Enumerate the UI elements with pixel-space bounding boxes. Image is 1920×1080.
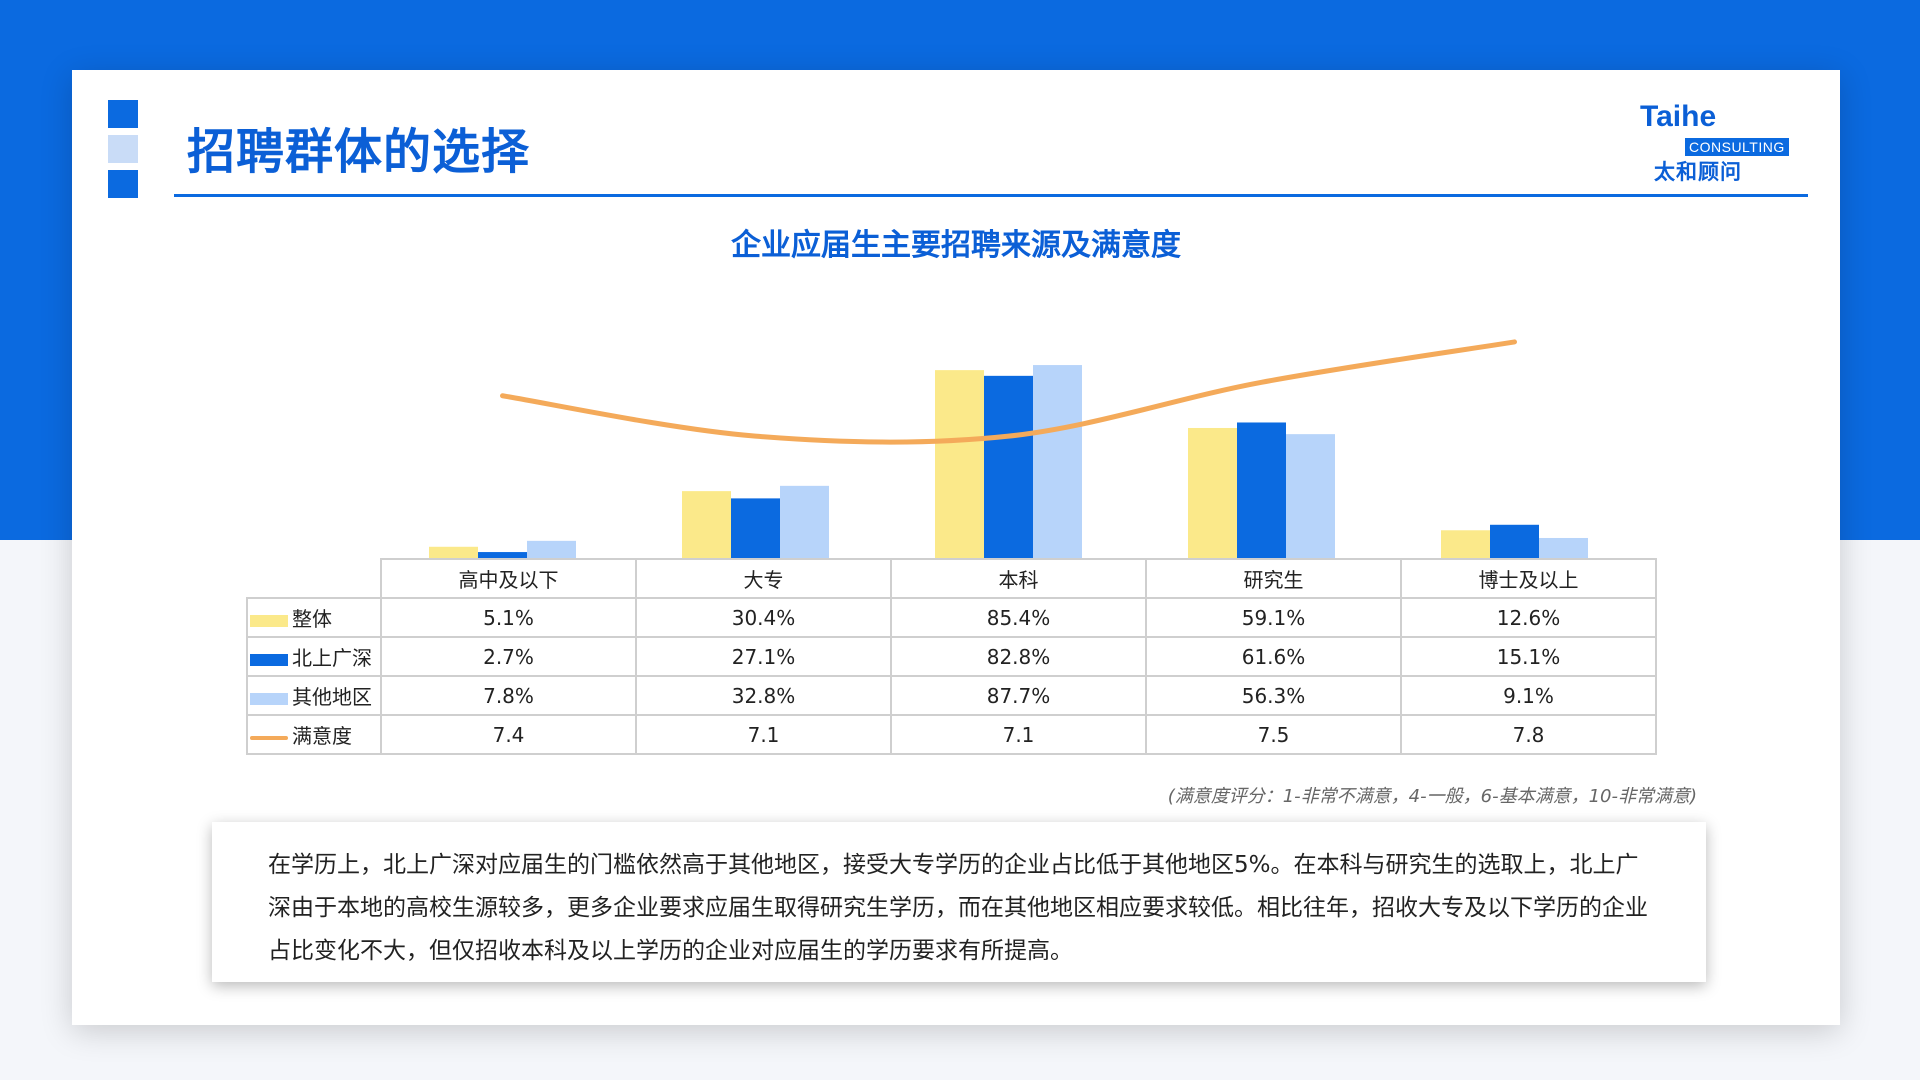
bar-tier1: [478, 552, 527, 558]
data-label: 9.1%: [1400, 675, 1657, 716]
slide: 招聘群体的选择 Taihe CONSULTING 太和顾问 企业应届生主要招聘来…: [72, 70, 1840, 1025]
bar-other: [1539, 537, 1588, 558]
category-label: 研究生: [1145, 558, 1402, 599]
bar-tier1: [1237, 422, 1286, 558]
legend-other: 其他地区: [246, 675, 382, 716]
data-label: 32.8%: [635, 675, 892, 716]
table-row: 其他地区 7.8% 32.8% 87.7% 56.3% 9.1%: [246, 675, 1657, 716]
bar-tier1: [731, 498, 780, 558]
data-label: 56.3%: [1145, 675, 1402, 716]
bar-other: [527, 540, 576, 558]
data-label: 7.4: [380, 714, 637, 755]
data-label: 87.7%: [890, 675, 1147, 716]
chart-area: [429, 339, 1588, 558]
category-label: 大专: [635, 558, 892, 599]
data-label: 15.1%: [1400, 636, 1657, 677]
table-row: 整体 5.1% 30.4% 85.4% 59.1% 12.6%: [246, 597, 1657, 638]
legend-satisfaction: 满意度: [246, 714, 382, 755]
bar-other: [1033, 365, 1082, 558]
data-table: 高中及以下 大专 本科 研究生 博士及以上 整体 5.1% 30.4% 85.4…: [246, 558, 1657, 755]
legend-swatch-other: [250, 692, 288, 705]
data-label: 2.7%: [380, 636, 637, 677]
bar-tier1: [1490, 524, 1539, 558]
bar-other: [780, 485, 829, 558]
series-label: 满意度: [292, 724, 352, 748]
legend-swatch-satisfaction: [250, 735, 288, 740]
table-row: 北上广深 2.7% 27.1% 82.8% 61.6% 15.1%: [246, 636, 1657, 677]
title-divider: [174, 194, 1808, 197]
decor-square: [108, 170, 138, 198]
bar-overall: [935, 370, 984, 558]
summary-text: 在学历上，北上广深对应届生的门槛依然高于其他地区，接受大专学历的企业占比低于其他…: [268, 852, 1648, 964]
table-row: 满意度 7.4 7.1 7.1 7.5 7.8: [246, 714, 1657, 755]
rating-note: (满意度评分：1-非常不满意，4-一般，6-基本满意，10-非常满意): [1167, 786, 1697, 807]
decor-square: [108, 135, 138, 163]
data-label: 59.1%: [1145, 597, 1402, 638]
legend-tier1: 北上广深: [246, 636, 382, 677]
table-corner: [247, 559, 381, 598]
taihe-logo: Taihe CONSULTING 太和顾问: [1640, 100, 1810, 184]
satisfaction-line: [500, 339, 1517, 445]
data-label: 7.5: [1145, 714, 1402, 755]
data-label: 12.6%: [1400, 597, 1657, 638]
bar-other: [1286, 434, 1335, 558]
data-label: 7.1: [890, 714, 1147, 755]
summary-box: 在学历上，北上广深对应届生的门槛依然高于其他地区，接受大专学历的企业占比低于其他…: [212, 822, 1706, 982]
data-label: 85.4%: [890, 597, 1147, 638]
bar-overall: [429, 546, 478, 558]
logo-brand: Taihe: [1640, 100, 1717, 133]
data-label: 5.1%: [380, 597, 637, 638]
legend-overall: 整体: [246, 597, 382, 638]
decor-square: [108, 100, 138, 128]
category-label: 高中及以下: [380, 558, 637, 599]
bar-overall: [1188, 427, 1237, 558]
bar-overall: [682, 491, 731, 558]
page-title: 招聘群体的选择: [187, 124, 531, 180]
series-label: 其他地区: [292, 685, 372, 709]
data-label: 7.1: [635, 714, 892, 755]
series-label: 整体: [292, 607, 332, 631]
category-label: 博士及以上: [1400, 558, 1657, 599]
data-label: 7.8%: [380, 675, 637, 716]
legend-swatch-overall: [250, 614, 288, 627]
bar-tier1: [984, 375, 1033, 558]
chart-title: 企业应届生主要招聘来源及满意度: [731, 228, 1181, 263]
data-label: 30.4%: [635, 597, 892, 638]
logo-cn: 太和顾问: [1654, 160, 1742, 184]
bar-overall: [1441, 530, 1490, 558]
data-label: 7.8: [1400, 714, 1657, 755]
data-label: 27.1%: [635, 636, 892, 677]
legend-swatch-tier1: [250, 653, 288, 666]
data-label: 82.8%: [890, 636, 1147, 677]
category-label: 本科: [890, 558, 1147, 599]
series-label: 北上广深: [292, 646, 372, 670]
logo-sub: CONSULTING: [1685, 138, 1789, 156]
table-header-row: 高中及以下 大专 本科 研究生 博士及以上: [247, 558, 1657, 599]
data-label: 61.6%: [1145, 636, 1402, 677]
